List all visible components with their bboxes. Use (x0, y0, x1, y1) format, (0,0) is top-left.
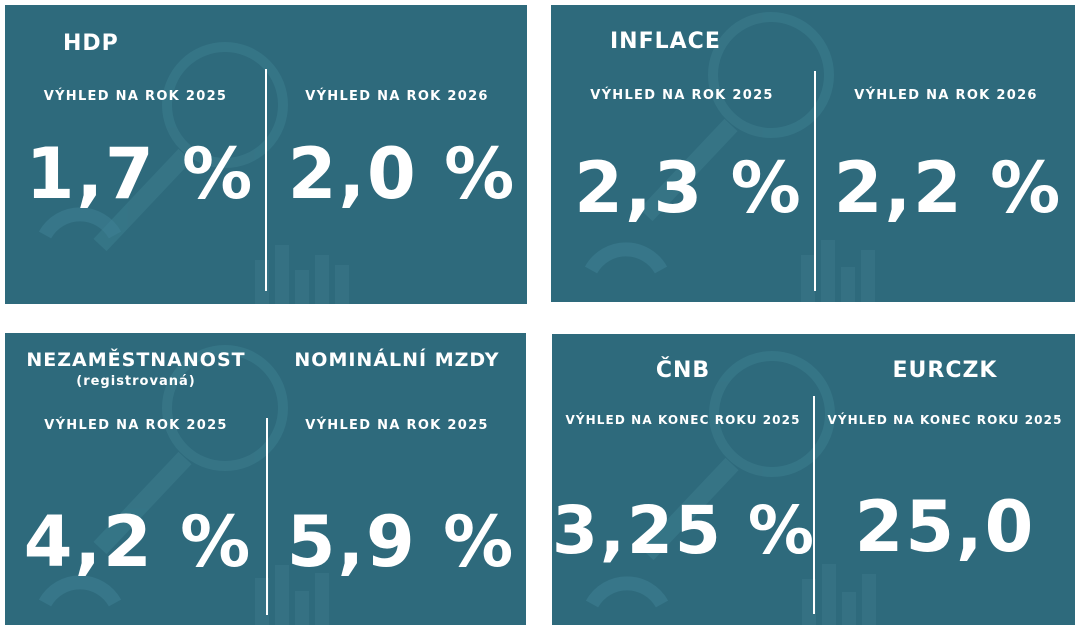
cnb-value: 3,25 % (552, 492, 816, 569)
cnb-label: VÝHLED NA KONEC ROKU 2025 (565, 413, 801, 427)
inflace-panel: INFLACE VÝHLED NA ROK 2025 2,3 % VÝHLED … (551, 5, 1075, 302)
inflace-title: INFLACE (610, 29, 721, 54)
hdp-label-2025: VÝHLED NA ROK 2025 (43, 89, 228, 104)
wages-title: NOMINÁLNÍ MZDY (294, 349, 500, 371)
hdp-divider (265, 69, 267, 291)
labor-divider (266, 418, 268, 615)
inflace-divider (814, 71, 816, 291)
unemployment-note: (registrovaná) (76, 374, 196, 389)
unemployment-value-2025: 4,2 % (23, 501, 253, 583)
magnifier-chart-background (584, 12, 875, 302)
hdp-value-2026: 2,0 % (287, 133, 517, 215)
unemployment-label-2025: VÝHLED NA ROK 2025 (44, 418, 228, 433)
magnifier-chart-background (585, 351, 876, 625)
unemployment-title: NEZAMĚSTNANOST (26, 349, 246, 371)
hdp-title: HDP (63, 31, 119, 56)
rates-panel: ČNB VÝHLED NA KONEC ROKU 2025 3,25 % EUR… (552, 334, 1075, 625)
inflace-label-2026: VÝHLED NA ROK 2026 (854, 88, 1038, 103)
cnb-title: ČNB (655, 358, 711, 383)
eurczk-label: VÝHLED NA KONEC ROKU 2025 (827, 413, 1063, 427)
labor-panel: NEZAMĚSTNANOST (registrovaná) VÝHLED NA … (5, 333, 526, 625)
inflace-value-2026: 2,2 % (833, 147, 1063, 229)
rates-divider (813, 396, 815, 614)
hdp-panel: HDP VÝHLED NA ROK 2025 1,7 % VÝHLED NA R… (5, 5, 527, 304)
eurczk-title: EURCZK (892, 358, 998, 383)
magnifier-chart-background (38, 345, 329, 625)
inflace-value-2025: 2,3 % (574, 147, 803, 229)
wages-value-2025: 5,9 % (286, 501, 516, 583)
magnifier-chart-background (38, 42, 349, 304)
eurczk-value: 25,0 (854, 486, 1036, 568)
wages-label-2025: VÝHLED NA ROK 2025 (305, 418, 489, 433)
hdp-value-2025: 1,7 % (25, 133, 255, 215)
inflace-label-2025: VÝHLED NA ROK 2025 (590, 88, 774, 103)
hdp-label-2026: VÝHLED NA ROK 2026 (305, 89, 489, 104)
